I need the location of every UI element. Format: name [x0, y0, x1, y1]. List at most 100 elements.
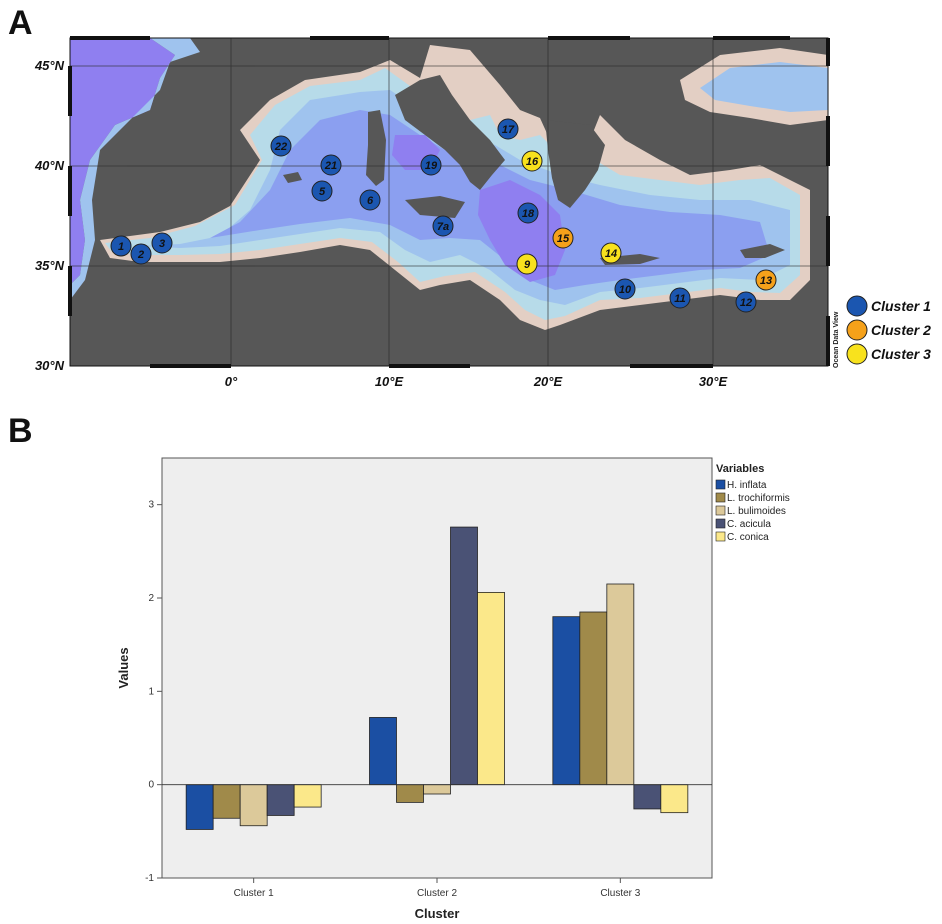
bar: [185, 784, 214, 830]
bar: [477, 591, 505, 786]
station-marker: 10: [614, 278, 636, 300]
station-marker: 5: [311, 180, 333, 202]
legend-label: C. acicula: [727, 519, 771, 530]
y-tick-label: 3: [148, 500, 154, 511]
station-label: 21: [324, 160, 337, 172]
bar: [396, 784, 424, 803]
legend-swatch: [715, 518, 726, 529]
station-marker: 22: [270, 135, 292, 157]
station-circle: [521, 150, 543, 172]
station-marker: 1: [110, 235, 132, 257]
station-circle: [359, 189, 381, 211]
balearic-islands: [283, 172, 302, 183]
station-label: 12: [740, 297, 752, 309]
station-marker: 19: [420, 154, 442, 176]
station-circle: [320, 154, 342, 176]
station-circle: [669, 287, 691, 309]
legend-label-cluster-1: Cluster 1: [871, 298, 931, 314]
legend-swatch: [715, 505, 726, 516]
bar: [293, 784, 322, 808]
x-axis: Cluster 1 Cluster 2 Cluster 3: [234, 878, 641, 899]
panel-a-letter: A: [8, 4, 33, 42]
legend-label-cluster-3: Cluster 3: [871, 346, 931, 362]
station-marker: 21: [320, 154, 342, 176]
bar-series: [162, 526, 712, 830]
station-circle: [735, 291, 757, 313]
lon-label-30e: 30°E: [699, 374, 728, 389]
map-gridlines: [70, 38, 828, 366]
station-label: 5: [319, 186, 326, 198]
bar: [369, 717, 397, 786]
y-axis-title: Values: [116, 647, 131, 688]
station-marker: 17: [497, 118, 519, 140]
legend-title: Variables: [716, 463, 764, 475]
y-tick-label: 2: [148, 593, 154, 604]
x-tick-label: Cluster 1: [234, 888, 274, 899]
black-sea: [700, 62, 828, 112]
station-marker: 3: [151, 232, 173, 254]
station-label: 18: [522, 208, 535, 220]
lat-label-45: 45°N: [34, 58, 65, 73]
y-axis: -1 0 1 2 3: [145, 500, 162, 884]
legend-swatch: [715, 531, 726, 542]
station-marker: 14: [600, 242, 622, 264]
y-tick-label: -1: [145, 873, 154, 884]
station-circle: [420, 154, 442, 176]
greece-peninsula: [545, 120, 605, 208]
legend-label: L. trochiformis: [727, 493, 790, 504]
legend-marker-cluster-1: [846, 295, 868, 317]
lon-label-10e: 10°E: [375, 374, 404, 389]
atlantic-slope: [70, 38, 200, 300]
station-circle: [311, 180, 333, 202]
legend-label: L. bulimoides: [727, 506, 786, 517]
station-circle: [130, 243, 152, 265]
cyprus: [740, 244, 785, 258]
bar: [266, 784, 295, 816]
bar: [552, 616, 581, 786]
station-label: 7a: [437, 221, 449, 233]
legend-marker-cluster-3: [846, 343, 868, 365]
sicily: [405, 196, 465, 218]
atlantic-ocean: [70, 38, 175, 285]
station-marker: 9: [516, 253, 538, 275]
station-label: 16: [526, 156, 539, 168]
station-marker: 18: [517, 202, 539, 224]
station-label: 3: [159, 238, 165, 250]
bar: [239, 784, 268, 827]
station-marker: 13: [755, 269, 777, 291]
lon-label-0: 0°: [225, 374, 238, 389]
station-circle: [614, 278, 636, 300]
station-label: 11: [674, 293, 685, 305]
bar: [450, 526, 478, 786]
x-axis-title: Cluster: [415, 906, 460, 921]
bar: [423, 784, 451, 795]
bar: [606, 583, 635, 786]
lat-label-35: 35°N: [35, 258, 65, 273]
station-circle: [552, 227, 574, 249]
station-marker: 11: [669, 287, 691, 309]
bar: [633, 784, 662, 810]
legend-label: H. inflata: [727, 480, 767, 491]
map-border-ticks: [68, 36, 830, 368]
station-label: 2: [137, 249, 144, 261]
legend-swatch: [715, 492, 726, 503]
station-circle: [497, 118, 519, 140]
bar: [212, 784, 241, 819]
station-circle: [516, 253, 538, 275]
station-label: 22: [274, 141, 287, 153]
station-marker: 16: [521, 150, 543, 172]
station-label: 15: [557, 233, 570, 245]
lat-label-40: 40°N: [34, 158, 65, 173]
station-label: 19: [425, 160, 438, 172]
x-tick-label: Cluster 3: [600, 888, 640, 899]
station-marker: 2: [130, 243, 152, 265]
lon-label-20e: 20°E: [533, 374, 563, 389]
station-circle: [755, 269, 777, 291]
station-marker: 12: [735, 291, 757, 313]
x-tick-label: Cluster 2: [417, 888, 457, 899]
station-circle: [110, 235, 132, 257]
lat-label-30: 30°N: [35, 358, 65, 373]
legend-marker-cluster-2: [846, 319, 868, 341]
